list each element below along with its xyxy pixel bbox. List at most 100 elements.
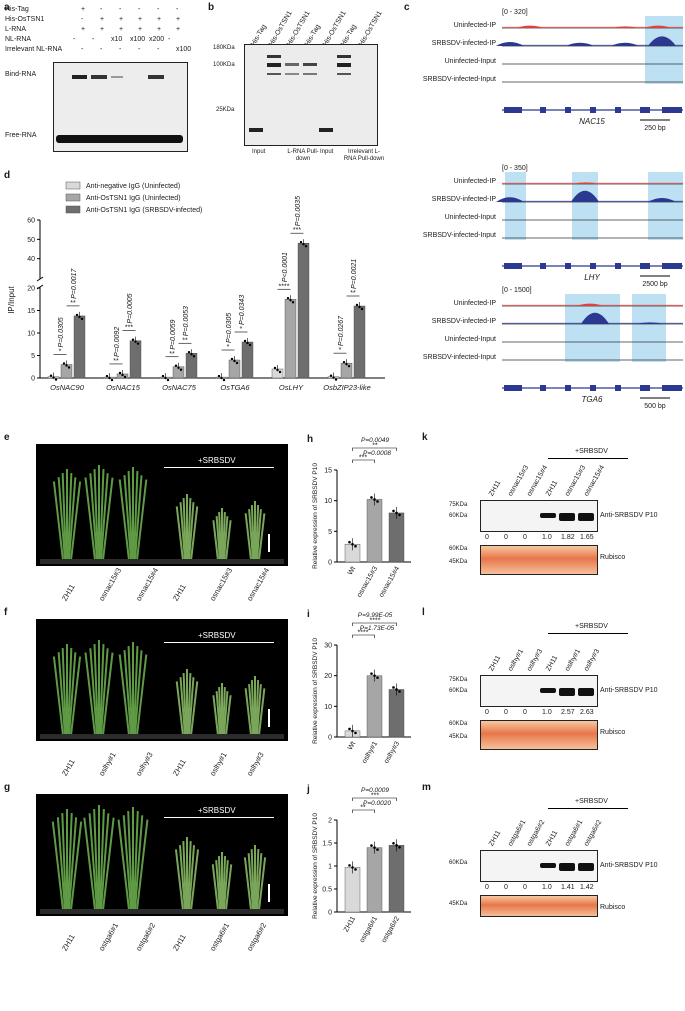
blot-lane-label: ostga6#1 — [564, 819, 585, 848]
exon — [640, 385, 650, 391]
signal-track — [502, 44, 683, 46]
sig-stars: ** — [182, 337, 188, 344]
x-category-label: Wt — [347, 565, 357, 576]
data-point — [273, 366, 277, 370]
plant-line-label: oslhy#3 — [134, 750, 155, 778]
p-value: P=0.0021 — [351, 259, 358, 289]
y-tick-label: 20 — [324, 673, 332, 680]
y-tick-label: 5 — [328, 529, 332, 536]
data-point — [233, 359, 236, 363]
y-tick-label: 10 — [27, 331, 35, 338]
p-value: P=0.0035 — [295, 196, 302, 226]
plant-line-label: osnac15#3 — [97, 566, 124, 603]
condition-mark: - — [81, 16, 84, 23]
treatment-label: +SRBSDV — [575, 448, 608, 455]
scale-bar — [268, 534, 270, 552]
y-tick-label: 0 — [328, 560, 332, 567]
condition-mark: + — [176, 16, 181, 23]
protein-band — [578, 863, 594, 871]
signal-track — [502, 26, 683, 28]
condition-mark: - — [119, 46, 122, 53]
pulldown-lane-label: His-OsTSN1 — [358, 9, 384, 48]
data-point — [179, 368, 183, 371]
exon — [615, 263, 621, 269]
bar — [228, 359, 241, 379]
y-tick-label: 0.5 — [322, 887, 332, 894]
data-point — [347, 364, 351, 368]
data-point — [329, 374, 333, 377]
blot-marker: 45KDa — [449, 901, 468, 907]
panel-label: g — [4, 782, 11, 793]
p-value: P=0.0020 — [363, 800, 391, 807]
signal-track — [502, 322, 683, 324]
data-point — [80, 317, 84, 321]
group-input-1: Input — [252, 149, 266, 155]
group-input-2: Input — [320, 149, 334, 155]
gene-name: LHY — [584, 273, 600, 282]
exon — [540, 107, 546, 113]
quantification-value: 0 — [523, 709, 527, 716]
data-point — [67, 366, 71, 369]
condition-mark: - — [138, 6, 141, 13]
blot-marker: 60KDa — [449, 721, 468, 727]
x-category-label: oslhy#3 — [383, 740, 401, 764]
loading-control-label: Rubisco — [600, 729, 626, 736]
gene-name: NAC15 — [579, 117, 605, 126]
y-tick-label: 5 — [31, 353, 35, 360]
antibody-label: Anti-SRBSDV P10 — [600, 512, 658, 519]
data-point — [75, 313, 79, 317]
plant-line-label: oslhy#3 — [245, 750, 266, 778]
plant-photo — [36, 444, 288, 566]
data-point — [395, 688, 398, 691]
y-tick-label: 30 — [324, 643, 332, 650]
quantification-value: 1.42 — [580, 884, 594, 891]
emsa-gel — [53, 62, 188, 152]
data-point — [373, 674, 376, 677]
group-lrna-pulldown: L-RNA Pull-down — [287, 149, 319, 162]
data-point — [246, 341, 249, 345]
data-point — [360, 307, 364, 311]
data-point — [62, 362, 66, 365]
data-point — [289, 299, 292, 302]
condition-mark: - — [73, 36, 76, 43]
p-value: P=0.0017 — [71, 268, 78, 299]
data-point — [49, 374, 53, 377]
condition-mark: + — [157, 16, 162, 23]
y-tick-label: 1 — [328, 864, 332, 871]
legend-entry: Anti-OsTSN1 IgG (Uninfected) — [86, 195, 181, 202]
exon — [565, 107, 571, 113]
protein-band — [578, 688, 594, 696]
data-point — [354, 731, 357, 735]
panel-label: f — [4, 607, 8, 618]
data-point — [354, 868, 357, 871]
sig-stars: **** — [279, 283, 290, 290]
panel-label-a: a — [4, 2, 10, 13]
bar — [388, 512, 405, 563]
condition-mark: + — [176, 26, 181, 33]
condition-mark: + — [119, 26, 124, 33]
plant-line-label: ostga6#2 — [134, 921, 158, 953]
exon — [540, 263, 546, 269]
plant-photo — [36, 619, 288, 741]
plant-line-label: oslhy#1 — [97, 750, 118, 778]
data-point — [332, 376, 335, 379]
quantification-value: 0 — [504, 709, 508, 716]
data-point — [358, 305, 361, 309]
plant-line-label: ZH11 — [171, 932, 188, 953]
marker-180: 180KDa — [213, 45, 235, 51]
quantification-value: 0 — [504, 884, 508, 891]
panel-label-d: d — [4, 170, 11, 181]
sig-stars: ** — [350, 290, 356, 297]
blot-marker: 75KDa — [449, 677, 468, 683]
y-axis-label: IP/Input — [7, 285, 16, 313]
plant-line-label: ostga6#1 — [97, 921, 121, 953]
treatment-line — [548, 633, 628, 634]
condition-mark: - — [100, 46, 103, 53]
track-range: [0 - 350] — [502, 165, 528, 172]
data-point — [304, 245, 308, 248]
sig-stars: * — [339, 347, 342, 354]
p-value: P=0.0343 — [239, 295, 246, 325]
track-label: Uninfected-Input — [445, 214, 496, 221]
data-point — [187, 351, 191, 354]
p-value: P<0.0001 — [282, 252, 289, 282]
